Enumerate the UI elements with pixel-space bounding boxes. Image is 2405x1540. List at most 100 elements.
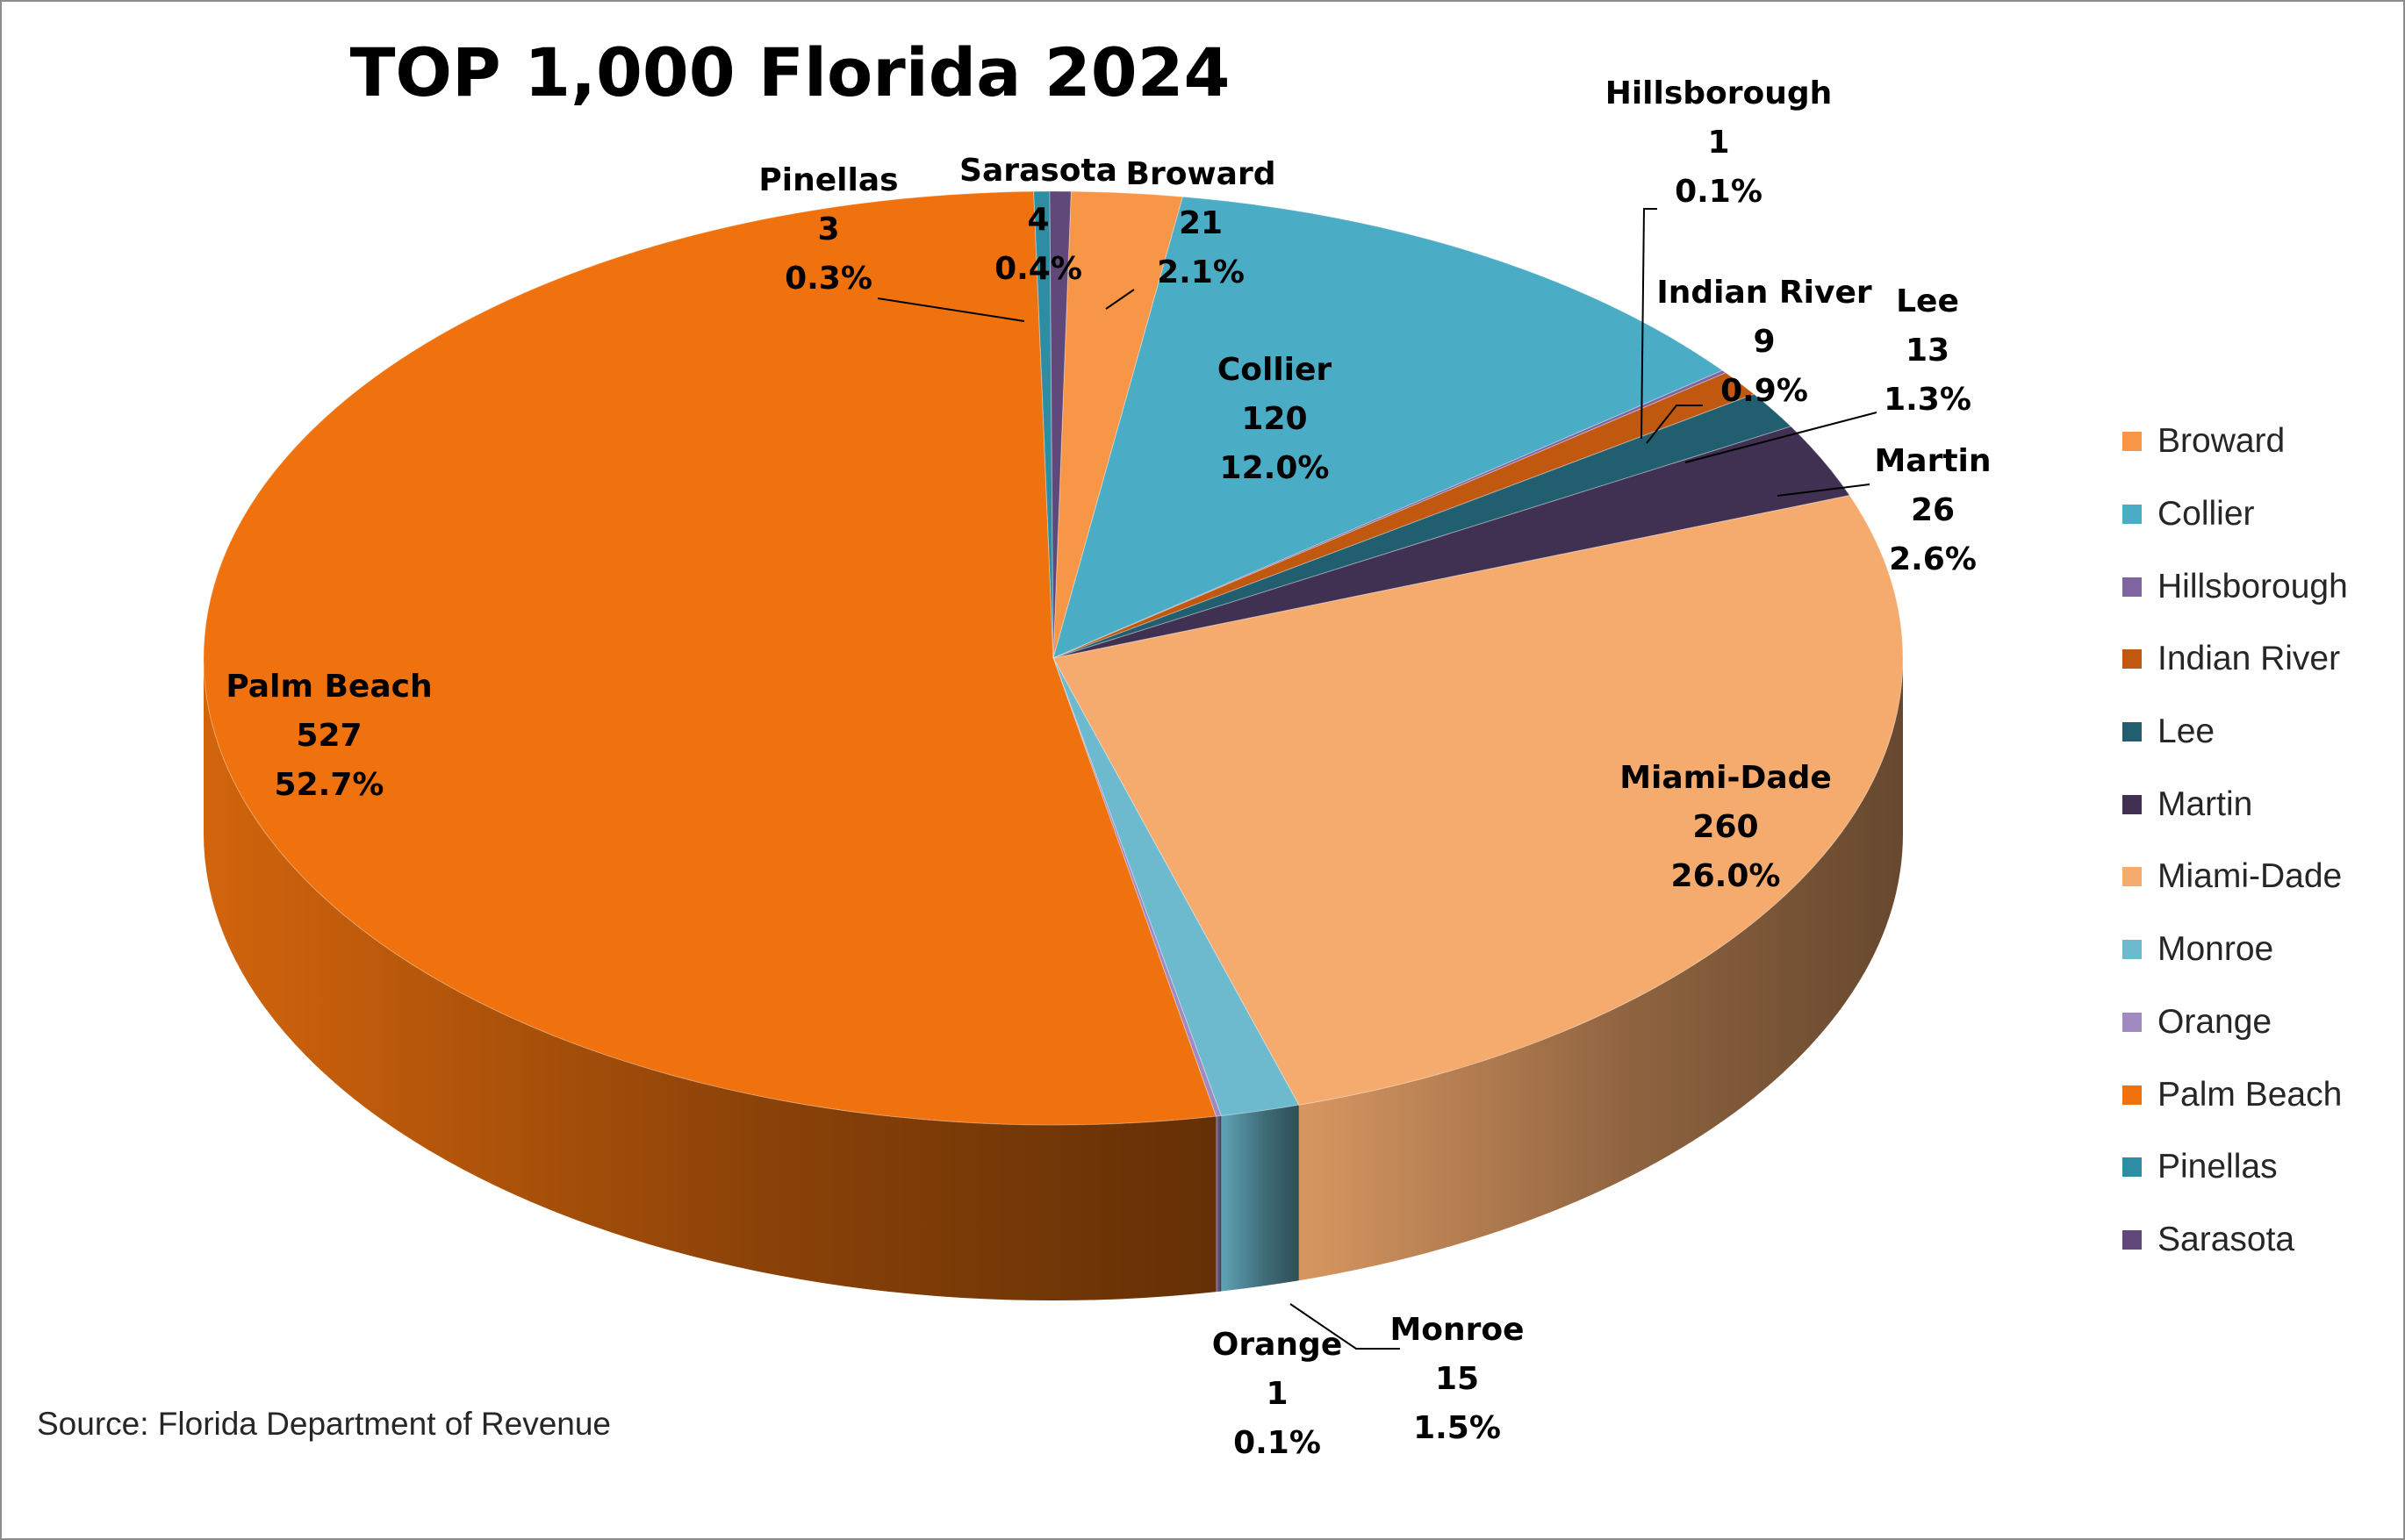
leader-line-hillsborough	[1640, 208, 1657, 440]
legend-label: Sarasota	[2157, 1220, 2295, 1258]
data-label-percent-broward: 2.1%	[1157, 254, 1245, 290]
legend-swatch	[2122, 505, 2142, 525]
data-label-value-pinellas: 3	[817, 211, 839, 247]
data-label-name-palm-beach: Palm Beach	[226, 669, 432, 705]
data-label-value-sarasota: 4	[1027, 202, 1049, 238]
legend-item-martin: Martin	[2122, 768, 2348, 841]
legend-swatch	[2122, 1229, 2142, 1250]
data-label-percent-monroe: 1.5%	[1413, 1410, 1501, 1446]
pie-slice-collier	[1052, 196, 1724, 659]
leader-lines	[877, 208, 1877, 1350]
data-label-name-sarasota: Sarasota	[959, 153, 1117, 189]
legend-label: Orange	[2157, 1002, 2272, 1041]
pie-slice-hillsborough	[1052, 369, 1727, 659]
data-label-value-indian-river: 9	[1753, 324, 1775, 360]
legend-item-collier: Collier	[2122, 478, 2348, 551]
data-label-value-hillsborough: 1	[1707, 125, 1729, 161]
pie-side-shade-palm-beach	[204, 658, 1217, 1300]
data-label-percent-miami-dade: 26.0%	[1671, 858, 1781, 894]
data-label-percent-palm-beach: 52.7%	[275, 767, 384, 803]
legend-item-monroe: Monroe	[2122, 913, 2348, 986]
data-label-name-orange: Orange	[1212, 1327, 1342, 1363]
data-label-name-miami-dade: Miami-Dade	[1619, 760, 1832, 796]
legend-swatch	[2122, 577, 2142, 597]
data-label-percent-collier: 12.0%	[1220, 450, 1330, 486]
leader-line-broward	[1105, 289, 1135, 310]
data-label-name-martin: Martin	[1874, 443, 1991, 479]
legend-item-pinellas: Pinellas	[2122, 1131, 2348, 1204]
pie-slice-lee	[1052, 393, 1792, 659]
legend-item-palm-beach: Palm Beach	[2122, 1058, 2348, 1131]
data-labels: Broward 21 2.1% Collier 120 12.0% Hillsborough…	[226, 75, 1991, 1461]
pie-slice-martin	[1052, 426, 1851, 659]
legend-label: Broward	[2157, 422, 2286, 461]
legend-label: Indian River	[2157, 640, 2341, 678]
pie-top	[203, 190, 1904, 1126]
pie-slice-monroe	[1052, 657, 1300, 1117]
legend-label: Pinellas	[2157, 1148, 2278, 1186]
data-label-percent-orange: 0.1%	[1233, 1425, 1321, 1461]
legend-item-lee: Lee	[2122, 696, 2348, 769]
chart-title: TOP 1,000 Florida 2024	[349, 33, 1231, 111]
legend-swatch	[2122, 867, 2142, 887]
leader-line-pinellas	[877, 297, 1025, 322]
data-label-value-miami-dade: 260	[1692, 809, 1758, 845]
legend-label: Lee	[2157, 713, 2215, 751]
leader-line-monroe	[1289, 1303, 1400, 1350]
data-label-value-monroe: 15	[1435, 1361, 1479, 1397]
data-label-value-martin: 26	[1911, 492, 1955, 528]
data-label-value-lee: 13	[1906, 333, 1949, 369]
pie-slice-orange	[1052, 657, 1223, 1117]
legend-swatch	[2122, 940, 2142, 960]
pie-side-shade-orange	[1216, 1115, 1222, 1293]
legend-swatch	[2122, 1157, 2142, 1178]
data-label-name-pinellas: Pinellas	[758, 162, 898, 198]
data-label-percent-hillsborough: 0.1%	[1675, 174, 1762, 210]
pie-sides	[204, 658, 1903, 1300]
data-label-percent-lee: 1.3%	[1884, 382, 1971, 418]
data-label-percent-indian-river: 0.9%	[1720, 373, 1808, 409]
data-label-name-indian-river: Indian River	[1656, 275, 1872, 311]
pie-slice-sarasota	[1049, 190, 1072, 659]
leader-line-indian-river	[1646, 405, 1703, 444]
data-label-percent-pinellas: 0.3%	[785, 261, 872, 297]
legend-label: Martin	[2157, 784, 2253, 823]
legend-item-sarasota: Sarasota	[2122, 1204, 2348, 1277]
leader-line-lee	[1684, 412, 1877, 463]
data-label-value-broward: 21	[1179, 205, 1223, 241]
pie-slice-miami-dade	[1052, 495, 1904, 1106]
pie-side-shade-miami-dade	[1298, 658, 1903, 1281]
pie-side-shade-monroe	[1221, 1105, 1299, 1292]
leader-line-martin	[1777, 483, 1870, 497]
legend-item-hillsborough: Hillsborough	[2122, 550, 2348, 623]
legend-swatch	[2122, 1012, 2142, 1032]
legend-swatch	[2122, 794, 2142, 814]
pie-slice-indian-river	[1052, 372, 1755, 659]
pie-slice-palm-beach	[203, 190, 1217, 1126]
legend-item-miami-dade: Miami-Dade	[2122, 841, 2348, 913]
legend-label: Hillsborough	[2157, 567, 2348, 605]
legend-swatch	[2122, 432, 2142, 452]
data-label-name-lee: Lee	[1896, 283, 1959, 319]
data-label-name-collier: Collier	[1217, 352, 1332, 388]
source-note: Source: Florida Department of Revenue	[37, 1406, 612, 1442]
data-label-name-hillsborough: Hillsborough	[1605, 75, 1833, 111]
data-label-value-orange: 1	[1266, 1376, 1288, 1412]
legend-label: Monroe	[2157, 930, 2274, 969]
legend-item-orange: Orange	[2122, 986, 2348, 1059]
data-label-percent-sarasota: 0.4%	[994, 251, 1082, 287]
data-label-name-broward: Broward	[1126, 156, 1276, 192]
pie-slice-broward	[1052, 190, 1184, 659]
pie-slice-pinellas	[1033, 190, 1054, 659]
data-label-name-monroe: Monroe	[1389, 1312, 1524, 1348]
data-label-value-palm-beach: 527	[296, 718, 362, 754]
legend-swatch	[2122, 1085, 2142, 1105]
legend-label: Collier	[2157, 495, 2255, 534]
legend-item-indian-river: Indian River	[2122, 623, 2348, 696]
legend-swatch	[2122, 649, 2142, 670]
legend: Broward Collier Hillsborough Indian River Le…	[2122, 405, 2348, 1276]
data-label-percent-martin: 2.6%	[1889, 541, 1977, 577]
legend-item-broward: Broward	[2122, 405, 2348, 478]
data-label-value-collier: 120	[1241, 401, 1307, 437]
